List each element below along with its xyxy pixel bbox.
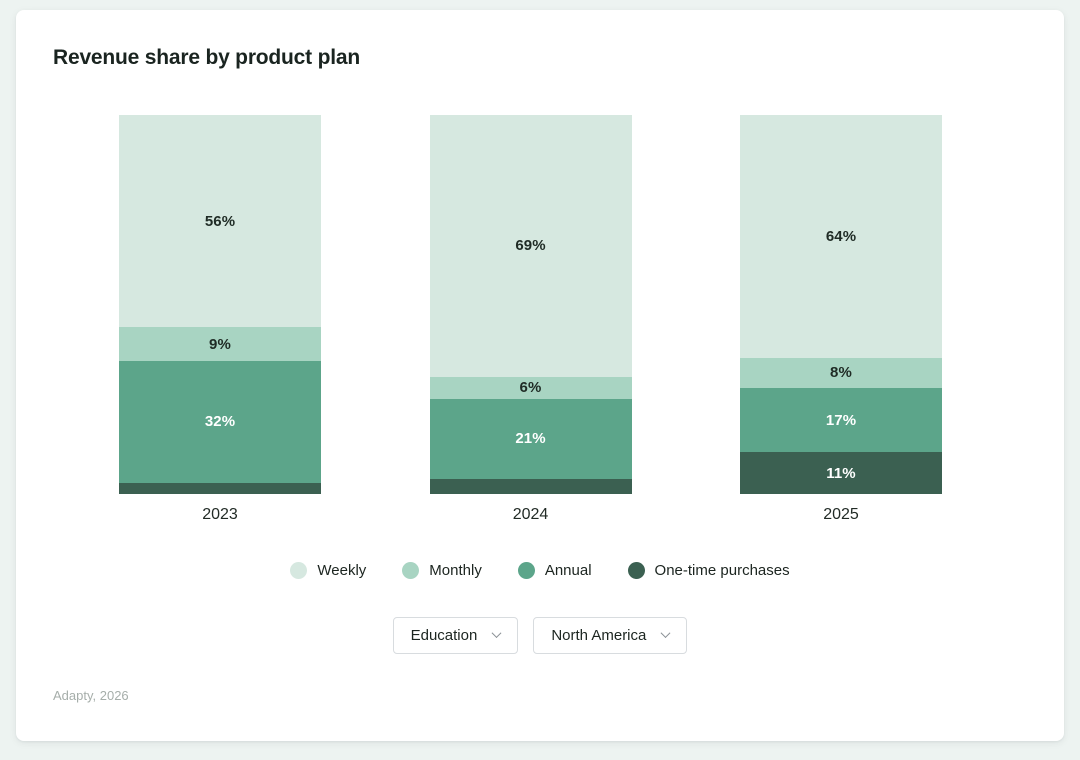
bar-group-2023: 56% 9% 32% 2023 bbox=[119, 115, 321, 535]
segment-one-time-purchases-2023 bbox=[119, 482, 321, 494]
legend-label: Annual bbox=[544, 562, 592, 579]
segment-annual-2023: 32% bbox=[119, 361, 321, 483]
bar-group-2024: 69% 6% 21% 2024 bbox=[429, 115, 632, 535]
bar-group-2025: 64% 8% 17% 11% 2025 bbox=[740, 115, 942, 535]
source-caption: Adapty, 2026 bbox=[53, 688, 129, 703]
segment-value-label: 11% bbox=[826, 464, 856, 482]
legend: Weekly Monthly Annual One-time purchases bbox=[16, 562, 1064, 579]
segment-value-label: 21% bbox=[515, 430, 546, 448]
segment-value-label: 8% bbox=[830, 364, 852, 382]
legend-label: One-time purchases bbox=[654, 562, 790, 579]
segment-weekly-2023: 56% bbox=[119, 115, 321, 328]
segment-value-label: 32% bbox=[204, 413, 236, 431]
segment-monthly-2025: 8% bbox=[740, 357, 942, 388]
segment-one-time-purchases-2025: 11% bbox=[740, 452, 942, 494]
legend-item-annual: Annual bbox=[517, 562, 592, 579]
category-select[interactable]: Education bbox=[392, 617, 519, 654]
legend-swatch-icon bbox=[627, 562, 645, 579]
segment-annual-2024: 21% bbox=[429, 399, 632, 479]
chart-card: Revenue share by product plan 56% 9% 32% 20… bbox=[16, 10, 1064, 741]
stacked-bar-2024: 69% 6% 21% bbox=[429, 115, 632, 494]
segment-weekly-2025: 64% bbox=[740, 115, 942, 358]
legend-swatch-icon bbox=[290, 562, 308, 579]
region-select-value: North America bbox=[551, 627, 647, 644]
x-axis-label-2024: 2024 bbox=[512, 506, 549, 523]
x-axis-label-2025: 2025 bbox=[823, 506, 859, 523]
segment-one-time-purchases-2024 bbox=[429, 478, 632, 494]
legend-label: Weekly bbox=[317, 562, 367, 579]
stacked-bar-2023: 56% 9% 32% bbox=[119, 115, 321, 494]
category-select-value: Education bbox=[410, 627, 478, 644]
x-axis-label-2023: 2023 bbox=[202, 506, 238, 523]
legend-label: Monthly bbox=[429, 562, 482, 579]
legend-item-weekly: Weekly bbox=[290, 562, 366, 579]
filter-row: Education North America bbox=[16, 617, 1064, 654]
segment-weekly-2024: 69% bbox=[429, 115, 632, 377]
legend-swatch-icon bbox=[402, 562, 420, 579]
segment-value-label: 56% bbox=[204, 212, 236, 230]
legend-swatch-icon bbox=[517, 562, 535, 579]
segment-annual-2025: 17% bbox=[740, 387, 942, 453]
segment-value-label: 9% bbox=[209, 335, 231, 353]
segment-value-label: 64% bbox=[825, 227, 857, 245]
stacked-bar-2025: 64% 8% 17% 11% bbox=[740, 115, 942, 494]
chevron-down-icon bbox=[491, 627, 502, 638]
chevron-down-icon bbox=[660, 627, 671, 638]
segment-value-label: 6% bbox=[519, 379, 542, 397]
segment-value-label: 17% bbox=[825, 411, 857, 429]
stacked-bar-chart: 56% 9% 32% 2023 69% 6% 21% 2024 64% 8% 17% 11% 2025 bbox=[119, 115, 942, 535]
legend-item-one-time-purchases: One-time purchases bbox=[627, 562, 790, 579]
segment-monthly-2024: 6% bbox=[429, 376, 632, 400]
region-select[interactable]: North America bbox=[533, 617, 688, 654]
segment-value-label: 69% bbox=[515, 237, 546, 255]
chart-title: Revenue share by product plan bbox=[53, 46, 360, 69]
segment-monthly-2023: 9% bbox=[119, 327, 321, 362]
legend-item-monthly: Monthly bbox=[402, 562, 482, 579]
